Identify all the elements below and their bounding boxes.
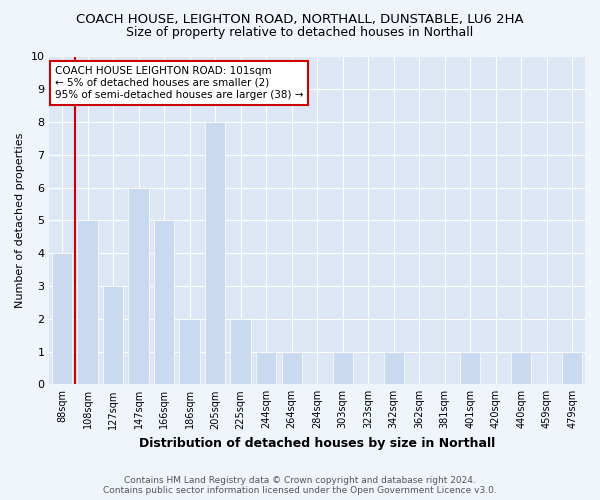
Bar [460,352,481,384]
Bar [154,220,175,384]
Bar [383,352,404,384]
Bar [511,352,532,384]
Bar [128,188,149,384]
Text: Size of property relative to detached houses in Northall: Size of property relative to detached ho… [127,26,473,39]
Text: COACH HOUSE, LEIGHTON ROAD, NORTHALL, DUNSTABLE, LU6 2HA: COACH HOUSE, LEIGHTON ROAD, NORTHALL, DU… [76,12,524,26]
Bar [103,286,124,384]
Bar [332,352,353,384]
Bar [256,352,277,384]
Y-axis label: Number of detached properties: Number of detached properties [15,132,25,308]
X-axis label: Distribution of detached houses by size in Northall: Distribution of detached houses by size … [139,437,496,450]
Bar [205,122,226,384]
Bar [281,352,302,384]
Bar [562,352,583,384]
Bar [77,220,98,384]
Bar [179,318,200,384]
Text: COACH HOUSE LEIGHTON ROAD: 101sqm
← 5% of detached houses are smaller (2)
95% of: COACH HOUSE LEIGHTON ROAD: 101sqm ← 5% o… [55,66,303,100]
Text: Contains HM Land Registry data © Crown copyright and database right 2024.
Contai: Contains HM Land Registry data © Crown c… [103,476,497,495]
Bar [230,318,251,384]
Bar [52,253,73,384]
